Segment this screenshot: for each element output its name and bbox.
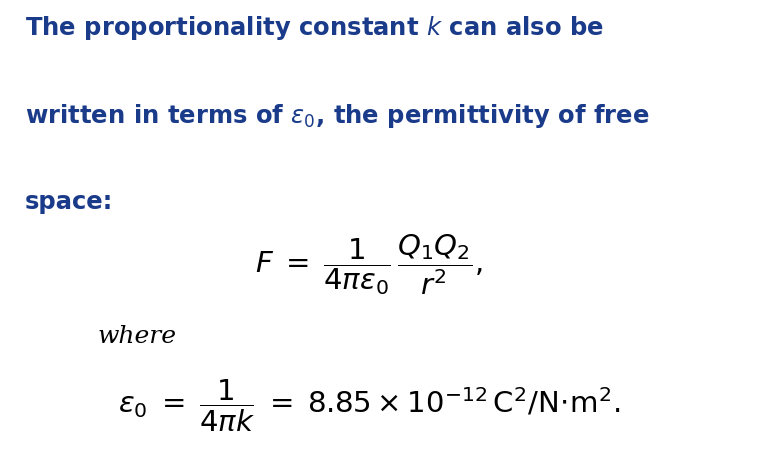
Text: $\epsilon_0 \;=\; \dfrac{1}{4\pi k} \;=\; 8.85 \times 10^{-12}\,\mathrm{C^2/N \!: $\epsilon_0 \;=\; \dfrac{1}{4\pi k} \;=\… — [118, 378, 621, 434]
Text: space:: space: — [25, 190, 113, 214]
Text: written in terms of $\boldsymbol{\varepsilon_0}$, the permittivity of free: written in terms of $\boldsymbol{\vareps… — [25, 102, 650, 130]
Text: $F \;=\; \dfrac{1}{4\pi\epsilon_0}\,\dfrac{Q_1 Q_2}{r^2},$: $F \;=\; \dfrac{1}{4\pi\epsilon_0}\,\dfr… — [255, 232, 483, 297]
Text: where: where — [98, 325, 177, 348]
Text: The proportionality constant $\mathbf{\mathit{k}}$ can also be: The proportionality constant $\mathbf{\m… — [25, 14, 604, 42]
